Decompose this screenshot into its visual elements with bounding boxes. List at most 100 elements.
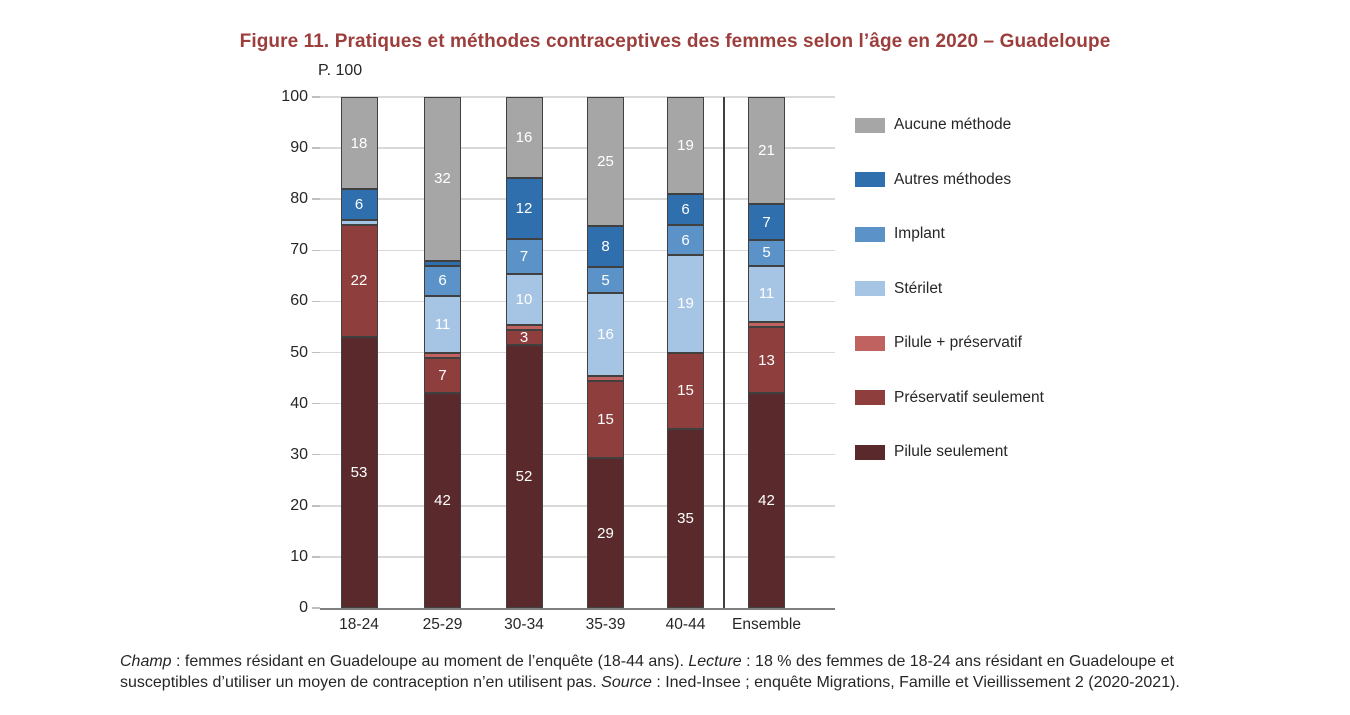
bar-value-label: 12 <box>515 199 533 217</box>
legend-label: Autres méthodes <box>894 170 1012 188</box>
y-axis-unit-label: P. 100 <box>318 62 363 79</box>
legend-swatch <box>855 335 885 351</box>
bar-value-label: 5 <box>762 244 771 262</box>
bar-value-label: 6 <box>681 200 690 218</box>
bar-segment-implant: 6 <box>667 224 704 256</box>
legend-item: Aucune méthode <box>855 116 1044 134</box>
bar-segment-pilule-seulement: 42 <box>748 393 785 608</box>
gridline <box>320 198 835 200</box>
y-axis-tick <box>312 556 320 558</box>
gridline <box>320 453 835 456</box>
bar-segment-st-rilet: 16 <box>587 293 624 376</box>
gridline <box>320 505 835 507</box>
bar-value-label: 19 <box>677 295 694 313</box>
y-axis-tick <box>312 96 320 98</box>
bar-segment-pr-servatif-seulement: 7 <box>424 357 461 394</box>
x-axis-tick-label: 40-44 <box>665 616 706 633</box>
gridline <box>320 147 835 149</box>
legend-label: Pilule + préservatif <box>894 334 1022 351</box>
bar-value-label: 52 <box>515 467 533 485</box>
bar-value-label: 32 <box>434 170 451 188</box>
bar-value-label: 35 <box>677 510 694 528</box>
bar-segment-implant: 5 <box>748 240 785 266</box>
bar-value-label: 42 <box>758 492 775 510</box>
footnote-italic-term: Champ <box>120 653 172 670</box>
footnote-text: : 18 % des femmes de 18-24 ans résidant … <box>741 653 1174 670</box>
gridline <box>320 300 835 303</box>
bar-value-label: 7 <box>438 367 447 384</box>
bar-segment-pr-servatif-seulement: 3 <box>505 328 543 346</box>
gridline <box>320 351 835 354</box>
bar-value-label: 15 <box>677 382 694 400</box>
bar-segment-st-rilet: 19 <box>667 255 704 353</box>
y-axis-tick-label: 50 <box>290 343 308 361</box>
legend-item: Stérilet <box>855 280 1044 298</box>
bar-value-label: 6 <box>438 272 447 290</box>
bar-value-label: 18 <box>350 134 368 152</box>
y-axis-tick <box>312 402 320 405</box>
bar-segment-pr-servatif-seulement: 13 <box>748 326 785 394</box>
legend-item: Implant <box>855 225 1044 243</box>
footnote-text: : Ined-Insee ; enquête Migrations, Famil… <box>651 674 1180 691</box>
bar-value-label: 16 <box>515 128 533 146</box>
bar-value-label: 21 <box>758 142 775 160</box>
gridline <box>320 402 835 405</box>
x-axis-tick-label: 30-34 <box>504 616 544 633</box>
x-axis-tick-label: 35-39 <box>585 616 626 633</box>
bar-segment-autres-m-thodes: 6 <box>667 194 704 225</box>
bar-value-label: 16 <box>597 325 614 343</box>
footnote-text: susceptibles d’utiliser un moyen de cont… <box>120 674 602 691</box>
figure-footnote: Champ : femmes résidant en Guadeloupe au… <box>120 651 1300 693</box>
bar-value-label: 42 <box>434 492 451 510</box>
x-axis-tick-label: 25-29 <box>422 616 463 633</box>
legend-label: Stérilet <box>894 279 943 297</box>
y-axis-tick <box>312 300 320 303</box>
legend: Aucune méthode Autres méthodes Implant Stér… <box>855 116 1044 461</box>
legend-item: Pilule seulement <box>855 443 1044 461</box>
bar-value-label: 5 <box>601 271 610 289</box>
legend-item: Pilule + préservatif <box>855 334 1044 352</box>
bar-value-label: 7 <box>519 247 529 265</box>
footnote-line: susceptibles d’utiliser un moyen de cont… <box>120 672 1300 693</box>
bar-value-label: 6 <box>681 231 690 249</box>
x-axis-tick-label: 18-24 <box>339 616 379 633</box>
y-axis-tick-label: 60 <box>290 292 308 310</box>
y-axis-tick <box>312 505 320 507</box>
figure-title: Figure 11. Pratiques et méthodes contrac… <box>239 31 1111 52</box>
bar-segment-st-rilet: 11 <box>424 296 461 353</box>
bar-value-label: 7 <box>762 213 771 231</box>
bar-value-label: 11 <box>434 315 451 333</box>
bar-segment-st-rilet: 11 <box>748 265 785 322</box>
y-axis-tick-label: 20 <box>290 496 308 514</box>
bar-segment-pilule-seulement: 53 <box>340 337 378 608</box>
bar-segment-implant: 6 <box>424 265 461 297</box>
legend-label: Aucune méthode <box>894 116 1012 133</box>
bar-value-label: 6 <box>354 195 364 213</box>
bar-value-label: 3 <box>519 328 529 346</box>
bar-segment-autres-m-thodes: 7 <box>748 204 785 241</box>
bar-value-label: 15 <box>597 411 614 429</box>
footnote-italic-term: Lecture <box>688 653 742 670</box>
bar-segment-aucune-m-thode: 21 <box>748 97 785 205</box>
y-axis-tick-label: 40 <box>290 394 308 412</box>
bar-segment-pilule-pr-servatif <box>748 321 785 327</box>
bar-value-label: 10 <box>515 290 533 308</box>
gridline <box>320 96 835 98</box>
bar-value-label: 19 <box>677 137 694 155</box>
legend-swatch <box>855 172 885 187</box>
y-axis-tick <box>312 351 320 354</box>
y-axis-tick <box>312 453 320 456</box>
plot-area: 0 10 20 30 40 50 60 70 80 90 100 53 22 6 18 42 7 11 6 32 52 3… <box>281 88 835 616</box>
legend-label: Préservatif seulement <box>894 388 1044 406</box>
legend-swatch <box>855 390 885 405</box>
bar-value-label: 22 <box>350 272 368 290</box>
bar-segment-pilule-seulement: 35 <box>667 429 704 608</box>
bar-segment-aucune-m-thode: 18 <box>340 97 378 189</box>
y-axis-tick <box>312 249 320 252</box>
bar-segment-aucune-m-thode: 19 <box>667 97 704 195</box>
bar-value-label: 8 <box>601 238 610 256</box>
bar-segment-aucune-m-thode: 25 <box>587 97 624 227</box>
bar-value-label: 11 <box>758 285 775 303</box>
legend-label: Implant <box>894 225 945 242</box>
